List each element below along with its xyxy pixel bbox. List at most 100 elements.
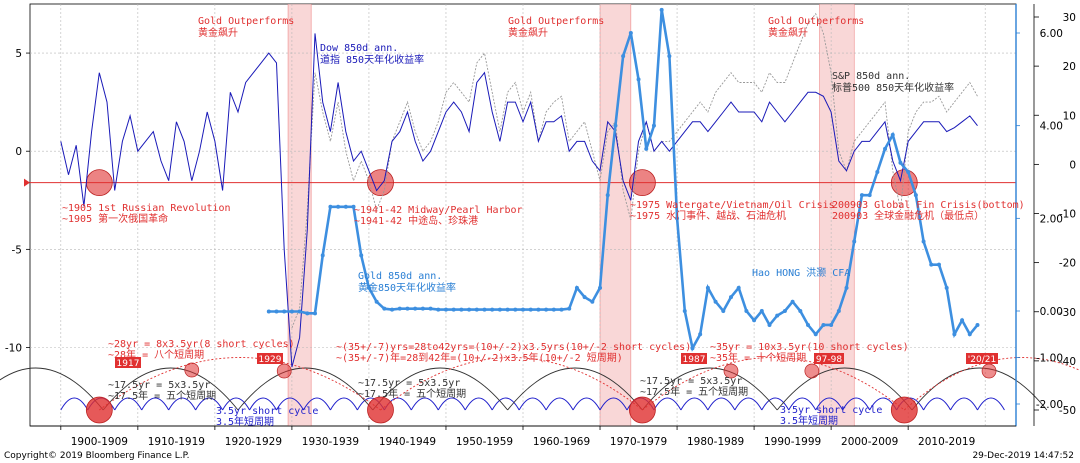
- gold-point: [297, 309, 302, 314]
- mid-cycle-arc: [102, 367, 239, 411]
- short-cycle-arc: [329, 397, 358, 411]
- x-tick-label: 2010-2019: [918, 436, 975, 448]
- short-cycle-arc: [114, 397, 143, 411]
- mid-cycle-arc: [776, 367, 913, 411]
- short-cycle-arc: [410, 397, 439, 411]
- gold-sublabel: 黄金850天年化收益率: [358, 281, 456, 294]
- long-cycle-arc: [380, 357, 643, 411]
- mid-cycle-arc: [507, 367, 643, 411]
- event-2009: 200903 Global Fin Crisis(bottom) 200903 …: [832, 200, 1025, 222]
- copyright: Copyright© 2019 Bloomberg Finance L.P.: [4, 451, 189, 461]
- gold-point: [282, 309, 287, 314]
- gold-point: [274, 309, 279, 314]
- short-cycle-arc: [842, 397, 871, 411]
- right-inner-tick-label: -1.00: [1036, 353, 1063, 365]
- long-cycle-arc: [642, 357, 905, 411]
- gold-point: [513, 307, 518, 312]
- cycle-en: ~35yr = 10x3.5yr(10 short cycles): [710, 342, 909, 353]
- gold-point: [405, 306, 410, 311]
- gold-point: [528, 307, 533, 312]
- peak-marker: [184, 362, 200, 378]
- gold-point: [744, 309, 749, 313]
- short-cycle-arc: [276, 397, 304, 411]
- gold-point: [921, 239, 926, 244]
- mid-cycle-arc: [372, 367, 508, 411]
- x-tick-label: 1960-1969: [533, 436, 590, 448]
- gold-point: [898, 160, 903, 165]
- sp-series-line: [291, 12, 978, 329]
- gold-point: [952, 332, 957, 337]
- x-tick-label: 1930-1939: [302, 436, 359, 448]
- gold-point: [790, 299, 795, 304]
- peak-marker: [804, 363, 820, 379]
- long-cycle-arc: [904, 357, 1080, 411]
- gold-point: [667, 54, 672, 59]
- gold-point: [544, 307, 549, 312]
- right-outer-tick-label: 30: [1063, 12, 1076, 24]
- gold-label: Gold 850d ann.: [358, 271, 442, 282]
- gold-point: [821, 322, 826, 327]
- badge-2021: '20/21: [966, 353, 998, 365]
- x-tick-label: 1920-1929: [225, 436, 282, 448]
- cycle-arcs: [0, 169, 1080, 424]
- left-ref-marker: [24, 178, 30, 187]
- gold-point: [567, 306, 572, 311]
- short-cycle-arc: [437, 397, 466, 411]
- event-cn: ~1941-42 中途岛、珍珠港: [354, 214, 478, 227]
- subcycle-cn: ~17.5年 = 五个短周期: [640, 385, 748, 398]
- gold-point: [366, 285, 371, 290]
- right-inner-tick-label: 2.00: [1040, 213, 1063, 225]
- badge-text: 1929: [259, 355, 282, 365]
- mid-cycle-arc: [0, 367, 104, 411]
- gold-point: [829, 322, 834, 327]
- x-tick-label: 1900-1909: [71, 436, 128, 448]
- gold-point: [505, 307, 510, 312]
- short-cycle-arc: [249, 397, 277, 411]
- gold-point: [443, 307, 448, 312]
- event-en: ~1905 1st Russian Revolution: [62, 203, 231, 214]
- gold-point: [359, 253, 364, 258]
- gold-point: [497, 307, 502, 312]
- cycle-trough-marker: [890, 396, 918, 424]
- event-cn: ~1975 水门事件、越战、石油危机: [630, 209, 786, 222]
- gold-point: [875, 170, 880, 174]
- short-cycle-en: 3.5yr short cycle: [780, 405, 882, 416]
- right-outer-tick-label: -30: [1059, 307, 1076, 319]
- event-1941: ~1941-42 Midway/Pearl Harbor ~1941-42 中途…: [354, 205, 523, 227]
- gold-point: [628, 31, 633, 35]
- gold-point: [798, 309, 803, 313]
- gold-point: [736, 285, 741, 290]
- gold-point: [559, 307, 564, 312]
- left-tick-label: -10: [5, 342, 22, 354]
- gold-point: [521, 307, 525, 312]
- gold-outperforms-en: Gold Outperforms: [508, 16, 604, 27]
- cycle-trough-marker: [628, 396, 656, 424]
- gold-point: [836, 309, 841, 313]
- event-marker: [85, 169, 113, 197]
- event-en: ~1975 Watergate/Vietnam/Oil Crisis: [630, 200, 835, 211]
- badge-1929: 1929: [257, 353, 283, 365]
- short-cycle-arc: [222, 397, 250, 411]
- gold-point: [967, 332, 972, 337]
- right-outer-tick-label: -10: [1059, 209, 1076, 221]
- gold-point: [728, 295, 733, 300]
- gold-outperforms-3: Gold Outperforms 黄金飙升: [768, 16, 864, 39]
- cycle-en: ~28yr = 8x3.5yr(8 short cycles): [108, 339, 295, 350]
- cycle-label-3: ~35yr = 10x3.5yr(10 short cycles) ~35年 =…: [710, 342, 909, 364]
- short-cycle-arc: [545, 397, 574, 411]
- gold-outperforms-cn: 黄金飙升: [508, 26, 548, 39]
- gold-point: [482, 307, 487, 312]
- badge-bg: [681, 353, 707, 364]
- shaded-period: [288, 4, 312, 426]
- gold-point: [320, 253, 325, 258]
- peak-marker: [723, 363, 739, 379]
- short-cycle-arc: [491, 397, 520, 411]
- event-marker: [628, 169, 656, 197]
- gold-point: [782, 309, 787, 313]
- gold-point: [436, 307, 441, 312]
- gold-point: [598, 285, 603, 290]
- subcycle-en: ~17.5yr = 5x3.5yr: [108, 380, 210, 391]
- right-inner-tick-label: 4.00: [1040, 121, 1063, 133]
- short-cycle-arc: [761, 397, 790, 411]
- subcycle-label-3: ~17.5yr = 5x3.5yr ~17.5年 = 五个短周期: [640, 376, 748, 398]
